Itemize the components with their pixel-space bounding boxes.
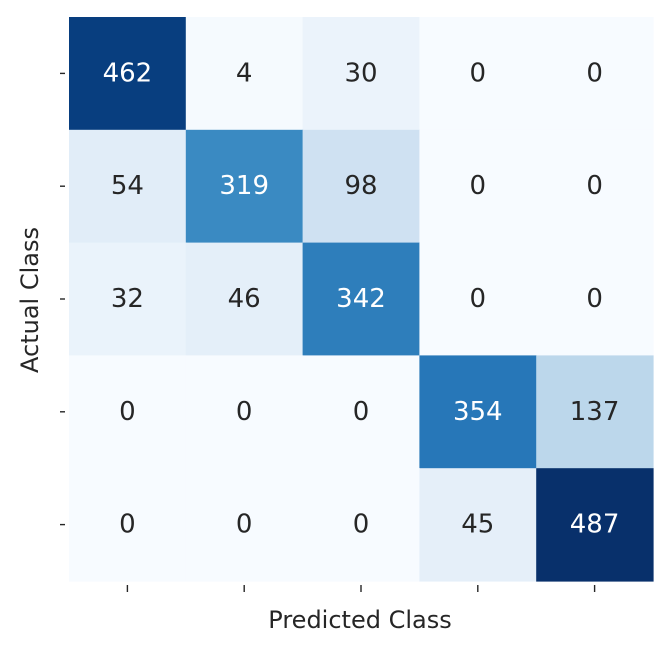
heatmap-cell-r0-c0 bbox=[69, 17, 187, 131]
cell-value-r3-c2: 0 bbox=[353, 397, 370, 427]
heatmap-cell-r1-c0 bbox=[69, 129, 187, 244]
heatmap-cell-r1-c4 bbox=[536, 129, 654, 244]
cell-value-r2-c3: 0 bbox=[470, 284, 487, 314]
cell-value-r3-c1: 0 bbox=[236, 397, 253, 427]
cell-value-r2-c4: 0 bbox=[586, 284, 603, 314]
cell-value-r0-c4: 0 bbox=[586, 58, 603, 88]
cell-value-r4-c2: 0 bbox=[353, 510, 370, 540]
heatmap-cell-r3-c2 bbox=[302, 355, 420, 469]
heatmap-cell-r2-c1 bbox=[185, 242, 304, 356]
heatmap-cell-r2-c0 bbox=[69, 242, 187, 356]
cell-value-r2-c2: 342 bbox=[336, 284, 386, 314]
cell-value-r0-c1: 4 bbox=[236, 58, 253, 88]
heatmap-cell-r0-c1 bbox=[185, 17, 304, 131]
heatmap-cell-r1-c2 bbox=[302, 129, 420, 244]
cell-value-r4-c1: 0 bbox=[236, 510, 253, 540]
cell-value-r4-c0: 0 bbox=[119, 510, 136, 540]
heatmap-cell-r2-c4 bbox=[536, 242, 654, 356]
heatmap-cell-r4-c1 bbox=[185, 468, 304, 582]
heatmap-cell-r2-c2 bbox=[302, 242, 420, 356]
cell-value-r2-c1: 46 bbox=[228, 284, 261, 314]
heatmap-cell-r3-c4 bbox=[536, 355, 654, 469]
heatmap-cell-r3-c0 bbox=[69, 355, 187, 469]
cell-value-r1-c4: 0 bbox=[586, 171, 603, 201]
heatmap-cell-r1-c1 bbox=[185, 129, 304, 244]
cell-value-r0-c0: 462 bbox=[103, 58, 153, 88]
cell-value-r3-c4: 137 bbox=[570, 397, 620, 427]
x-axis-label: Predicted Class bbox=[268, 606, 451, 634]
heatmap-cell-r3-c3 bbox=[419, 355, 537, 469]
heatmap-cell-r3-c1 bbox=[185, 355, 304, 469]
cell-value-r4-c4: 487 bbox=[570, 510, 620, 540]
heatmap-cells bbox=[69, 17, 654, 582]
cell-value-r4-c3: 45 bbox=[461, 510, 494, 540]
heatmap-cell-r0-c4 bbox=[536, 17, 654, 131]
y-axis-ticks bbox=[60, 72, 65, 526]
cell-value-r3-c3: 354 bbox=[453, 397, 503, 427]
heatmap-cell-r4-c3 bbox=[419, 468, 537, 582]
heatmap-cell-r0-c3 bbox=[419, 17, 537, 131]
cell-value-labels: 462 4 30 0 0 54 319 98 0 0 32 46 342 0 0 0 0 0 354 137 0 0 0 45… bbox=[103, 58, 620, 539]
y-axis-label: Actual Class bbox=[16, 227, 44, 373]
cell-value-r0-c2: 30 bbox=[344, 58, 377, 88]
cell-value-r1-c0: 54 bbox=[111, 171, 144, 201]
cell-value-r1-c3: 0 bbox=[470, 171, 487, 201]
heatmap-cell-r4-c0 bbox=[69, 468, 187, 582]
cell-value-r3-c0: 0 bbox=[119, 397, 136, 427]
cell-value-r1-c1: 319 bbox=[219, 171, 269, 201]
heatmap-cell-r1-c3 bbox=[419, 129, 537, 244]
heatmap-cell-r0-c2 bbox=[302, 17, 420, 131]
heatmap-cell-r2-c3 bbox=[419, 242, 537, 356]
heatmap-cell-r4-c2 bbox=[302, 468, 420, 582]
x-axis-ticks bbox=[126, 585, 596, 592]
cell-value-r1-c2: 98 bbox=[344, 171, 377, 201]
cell-value-r0-c3: 0 bbox=[470, 58, 487, 88]
heatmap-cell-r4-c4 bbox=[536, 468, 654, 582]
cell-value-r2-c0: 32 bbox=[111, 284, 144, 314]
